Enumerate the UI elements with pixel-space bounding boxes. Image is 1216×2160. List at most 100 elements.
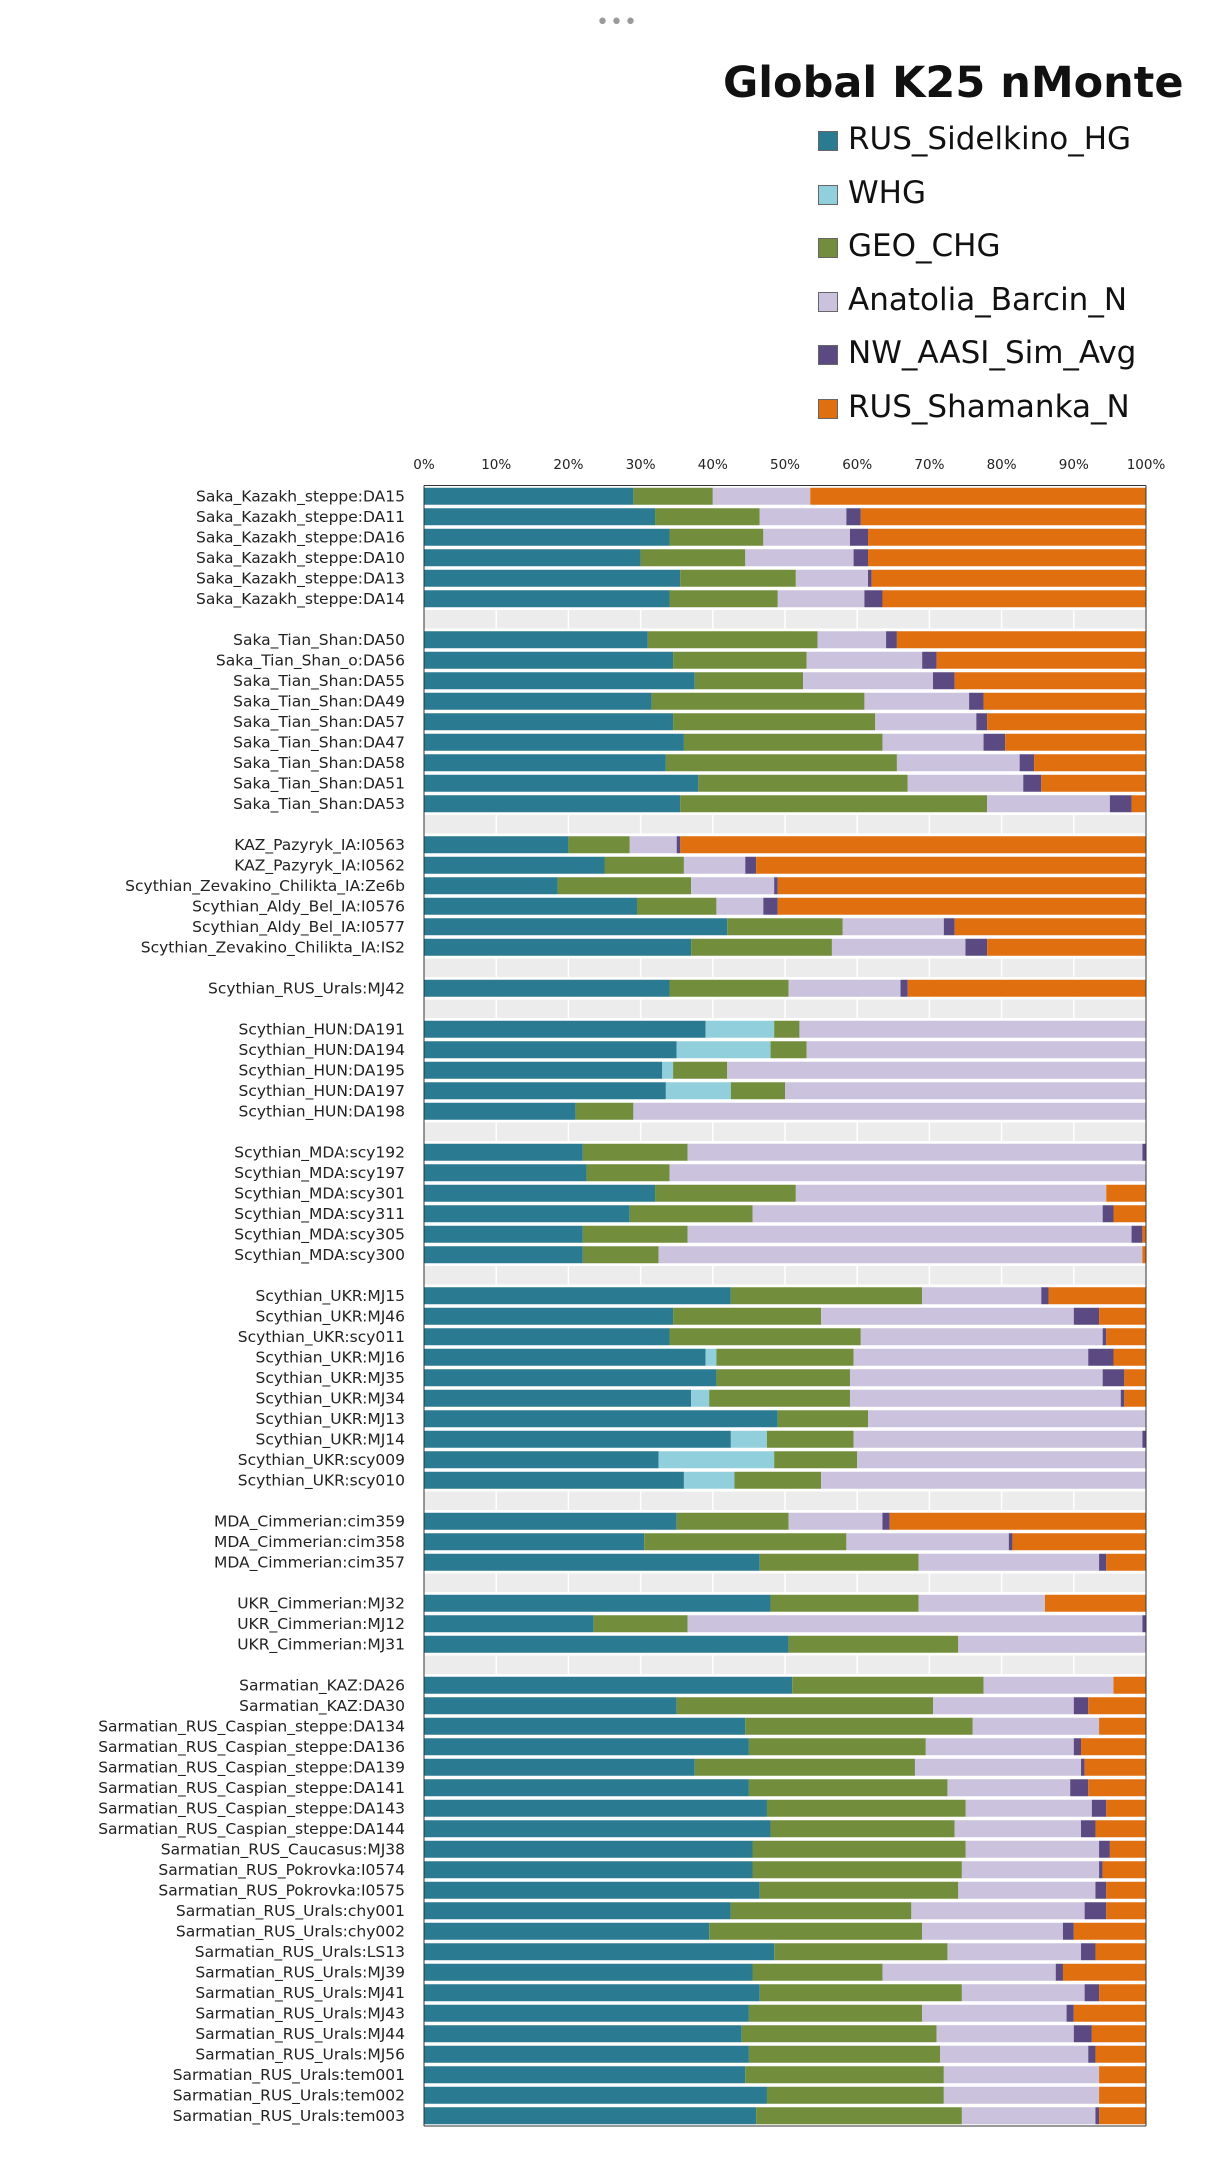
row-label: Sarmatian_RUS_Caspian_steppe:DA134 [98,1717,405,1736]
bar-segment-Anatolia_Barcin_N [933,1697,1074,1715]
bar-segment-GEO_CHG [777,1410,869,1428]
bar-segment-GEO_CHG [647,631,818,649]
bar-segment-RUS_Sidelkino_HG [424,590,670,608]
bar-segment-NW_AASI_Sim_Avg [1091,1799,1107,1817]
bar-segment-WHG [662,1061,674,1079]
bar-segment-NW_AASI_Sim_Avg [943,918,955,936]
bar-segment-RUS_Shamanka_N [1099,1307,1146,1325]
bar-segment-RUS_Shamanka_N [1041,774,1146,792]
row-label: Scythian_HUN:DA195 [239,1061,405,1080]
row-label: Sarmatian_RUS_Caspian_steppe:DA141 [98,1779,405,1798]
bar-segment-Anatolia_Barcin_N [958,1635,1146,1653]
bar-segment-Anatolia_Barcin_N [860,1328,1103,1346]
bar-segment-Anatolia_Barcin_N [777,590,865,608]
bar-segment-RUS_Sidelkino_HG [424,1799,767,1817]
bar-segment-GEO_CHG [730,1287,923,1305]
row-label: UKR_Cimmerian:MJ32 [237,1594,405,1613]
bar-segment-GEO_CHG [727,918,843,936]
bar-segment-WHG [676,1041,771,1059]
bar-segment-Anatolia_Barcin_N [922,1287,1042,1305]
bar-segment-Anatolia_Barcin_N [849,1369,1103,1387]
bar-segment-RUS_Shamanka_N [1124,1389,1146,1407]
bar-segment-Anatolia_Barcin_N [875,713,977,731]
bar-segment-GEO_CHG [680,569,796,587]
bar-segment-NW_AASI_Sim_Avg [1062,1922,1074,1940]
bar-segment-RUS_Shamanka_N [1109,1840,1146,1858]
bar-segment-RUS_Sidelkino_HG [424,1328,670,1346]
bar-segment-RUS_Shamanka_N [1073,1922,1146,1940]
bar-segment-GEO_CHG [669,1328,861,1346]
bar-segment-NW_AASI_Sim_Avg [965,938,988,956]
row-label: Sarmatian_RUS_Caspian_steppe:DA136 [98,1738,405,1757]
bar-segment-RUS_Shamanka_N [1131,795,1146,813]
bar-segment-NW_AASI_Sim_Avg [1073,1738,1082,1756]
bar-segment-RUS_Sidelkino_HG [424,1533,645,1551]
bar-segment-Anatolia_Barcin_N [842,918,944,936]
bar-segment-RUS_Sidelkino_HG [424,1020,706,1038]
bar-segment-GEO_CHG [741,2025,937,2043]
bar-segment-GEO_CHG [745,2066,944,2084]
bar-segment-RUS_Shamanka_N [1099,2107,1146,2125]
bar-segment-Anatolia_Barcin_N [896,754,1020,772]
row-label: Sarmatian_RUS_Urals:MJ41 [195,1984,405,2003]
bar-segment-RUS_Shamanka_N [907,979,1146,997]
bar-segment-GEO_CHG [716,1348,854,1366]
bar-segment-NW_AASI_Sim_Avg [846,508,861,526]
bar-segment-RUS_Sidelkino_HG [424,1779,749,1797]
bar-segment-RUS_Sidelkino_HG [424,1758,695,1776]
bar-segment-RUS_Shamanka_N [1142,1246,1146,1264]
bar-segment-RUS_Shamanka_N [1095,2045,1146,2063]
bar-segment-NW_AASI_Sim_Avg [1099,1861,1103,1879]
bar-segment-RUS_Sidelkino_HG [424,528,670,546]
bar-segment-Anatolia_Barcin_N [961,1861,1100,1879]
bar-segment-GEO_CHG [691,938,832,956]
bar-segment-RUS_Sidelkino_HG [424,1369,717,1387]
bar-segment-Anatolia_Barcin_N [788,1512,883,1530]
bar-segment-GEO_CHG [734,1471,822,1489]
bar-segment-RUS_Sidelkino_HG [424,549,641,567]
bar-segment-RUS_Shamanka_N [868,528,1146,546]
row-label: Saka_Tian_Shan:DA58 [233,754,405,773]
row-label: Scythian_MDA:scy305 [234,1225,405,1244]
bar-segment-RUS_Sidelkino_HG [424,1717,746,1735]
row-label: KAZ_Pazyryk_IA:I0563 [234,836,405,855]
bar-segment-RUS_Shamanka_N [896,631,1146,649]
row-label: MDA_Cimmerian:cim358 [214,1533,405,1552]
bar-segment-RUS_Sidelkino_HG [424,672,695,690]
bar-segment-GEO_CHG [582,1225,688,1243]
bar-segment-GEO_CHG [673,713,876,731]
bar-segment-WHG [705,1348,717,1366]
row-label: Saka_Tian_Shan_o:DA56 [216,651,405,670]
legend-swatch [818,398,838,419]
bar-segment-GEO_CHG [582,1143,688,1161]
bar-segment-NW_AASI_Sim_Avg [1008,1533,1013,1551]
row-label: Sarmatian_RUS_Urals:chy001 [176,1902,405,1921]
bar-segment-NW_AASI_Sim_Avg [1099,1553,1107,1571]
bar-segment-RUS_Shamanka_N [1005,733,1146,751]
bar-segment-Anatolia_Barcin_N [972,1717,1100,1735]
bar-segment-RUS_Sidelkino_HG [424,1061,663,1079]
bar-segment-GEO_CHG [669,528,764,546]
x-tick-label: 20% [553,457,583,473]
row-label: Scythian_HUN:DA198 [239,1102,405,1121]
bar-segment-RUS_Sidelkino_HG [424,2004,749,2022]
bar-segment-GEO_CHG [774,1020,800,1038]
bar-segment-Anatolia_Barcin_N [947,1779,1071,1797]
bar-segment-GEO_CHG [669,979,789,997]
bar-segment-NW_AASI_Sim_Avg [983,733,1006,751]
bar-segment-RUS_Shamanka_N [1106,1881,1146,1899]
bar-segment-RUS_Sidelkino_HG [424,487,634,505]
bar-segment-NW_AASI_Sim_Avg [976,713,988,731]
bar-segment-Anatolia_Barcin_N [687,1615,1143,1633]
bar-segment-GEO_CHG [766,1430,854,1448]
bar-segment-NW_AASI_Sim_Avg [933,672,955,690]
bar-segment-WHG [665,1082,731,1100]
menu-dots-icon[interactable]: ••• [596,10,638,35]
row-label: Scythian_RUS_Urals:MJ42 [208,979,405,998]
bar-segment-Anatolia_Barcin_N [799,1020,1146,1038]
row-label: Scythian_MDA:scy301 [234,1184,405,1203]
bar-segment-GEO_CHG [774,1943,948,1961]
bar-segment-RUS_Shamanka_N [1084,1758,1146,1776]
bar-segment-GEO_CHG [748,1738,926,1756]
bar-segment-RUS_Sidelkino_HG [424,1205,630,1223]
